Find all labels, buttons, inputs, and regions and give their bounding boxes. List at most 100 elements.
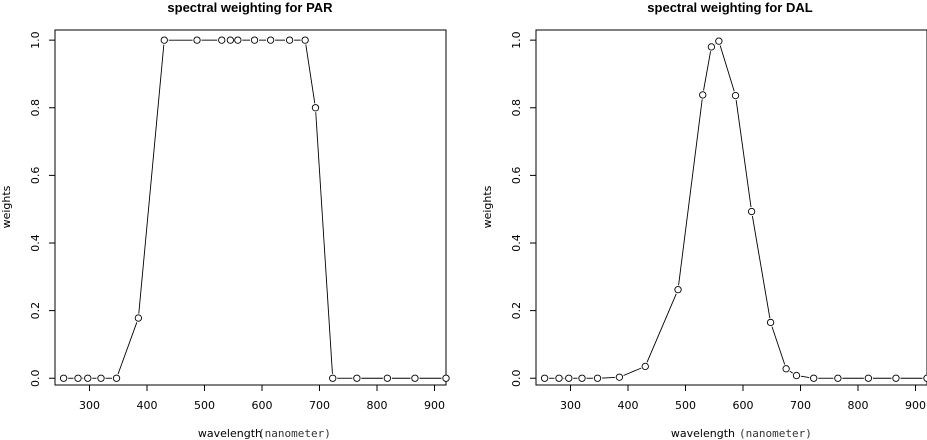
y-tick-label: 0.0 — [29, 369, 42, 387]
y-tick-label: 0.8 — [510, 99, 523, 117]
data-point — [218, 36, 226, 44]
y-tick-label: 0.8 — [29, 99, 42, 117]
x-tick-label: 900 — [424, 399, 445, 412]
x-axis: 300 400 500 600 700 800 900 — [560, 385, 926, 412]
data-point — [329, 374, 337, 382]
x-tick-label: 600 — [252, 399, 273, 412]
data-point — [578, 374, 586, 382]
data-point — [715, 37, 723, 45]
data-point — [226, 36, 235, 44]
x-tick-label: 800 — [848, 399, 869, 412]
data-point — [353, 374, 361, 382]
data-point — [160, 36, 168, 44]
data-point — [615, 373, 624, 381]
data-point — [97, 374, 105, 382]
data-point — [383, 374, 391, 382]
chart-title: spectral weighting for DAL — [647, 0, 812, 15]
data-point — [250, 36, 259, 44]
y-tick-label: 1.0 — [29, 31, 42, 49]
plot-frame — [54, 29, 447, 386]
data-point — [699, 91, 707, 99]
series-line-segment — [138, 44, 165, 314]
data-point — [810, 374, 818, 382]
chart-par: spectral weighting for PAR 300 400 500 600 7… — [0, 0, 450, 440]
x-tick-label: 800 — [367, 399, 388, 412]
data-point — [301, 36, 309, 44]
data-point — [193, 36, 201, 44]
data-point — [731, 91, 740, 100]
x-axis-unit: (nanometer) — [739, 427, 812, 440]
series-line-segment — [789, 370, 793, 374]
data-point — [84, 374, 92, 382]
data-point — [112, 374, 121, 382]
y-tick-label: 0.6 — [29, 167, 42, 185]
data-point — [411, 374, 419, 382]
data-point — [792, 371, 801, 380]
x-tick-label: 900 — [905, 399, 926, 412]
chart-title: spectral weighting for PAR — [167, 0, 333, 15]
data-point — [641, 362, 649, 371]
data-point — [74, 374, 82, 382]
data-point — [59, 374, 68, 382]
y-tick-label: 0.2 — [510, 302, 523, 320]
series-line-segment — [601, 376, 615, 379]
x-tick-label: 400 — [137, 399, 158, 412]
x-tick-label: 500 — [194, 399, 215, 412]
x-tick-label: 700 — [309, 399, 330, 412]
data-point — [442, 374, 450, 382]
series-group — [540, 37, 927, 382]
x-tick-label: 600 — [733, 399, 754, 412]
x-axis-unit: (nanometer) — [258, 427, 331, 440]
data-point — [766, 318, 775, 327]
x-axis-label: wavelength — [671, 427, 735, 440]
series-line-segment — [800, 375, 810, 378]
chart-dal: spectral weighting for DAL 300 400 500 600 7… — [481, 0, 927, 440]
data-point — [782, 365, 790, 373]
y-tick-label: 0.4 — [29, 234, 42, 252]
data-point — [707, 43, 716, 51]
series-line-segment — [751, 215, 771, 319]
data-point — [674, 286, 682, 294]
x-axis-label: wavelength — [198, 427, 262, 440]
x-axis: 300 400 500 600 700 800 900 — [79, 385, 445, 412]
series-line-segment — [646, 293, 677, 363]
y-tick-label: 0.6 — [510, 167, 523, 185]
y-axis-label: weights — [0, 185, 13, 228]
x-tick-label: 400 — [618, 399, 639, 412]
data-point — [555, 374, 563, 382]
series-group — [59, 36, 450, 382]
x-tick-label: 500 — [675, 399, 696, 412]
y-tick-label: 0.4 — [510, 234, 523, 252]
series-line-segment — [678, 99, 703, 286]
data-point — [311, 104, 320, 112]
data-point — [285, 36, 294, 44]
series-line-segment — [703, 51, 712, 91]
data-point — [134, 314, 143, 322]
data-point — [864, 374, 872, 382]
y-axis-label: weights — [481, 185, 494, 228]
y-tick-label: 0.0 — [510, 369, 523, 387]
series-line-segment — [623, 367, 642, 376]
data-point — [834, 374, 842, 382]
data-point — [266, 36, 275, 44]
data-point — [747, 207, 756, 216]
data-point — [892, 374, 900, 382]
series-line-segment — [305, 44, 316, 104]
y-axis: 0.0 0.2 0.4 0.6 0.8 1.0 — [29, 31, 55, 387]
data-point — [234, 36, 242, 44]
data-point — [540, 374, 549, 382]
data-point — [593, 374, 602, 382]
y-tick-label: 0.2 — [29, 302, 42, 320]
series-line-segment — [771, 326, 786, 365]
y-axis: 0.0 0.2 0.4 0.6 0.8 1.0 — [510, 31, 536, 387]
plot-frame — [535, 29, 927, 386]
y-tick-label: 1.0 — [510, 31, 523, 49]
series-line-segment — [735, 99, 752, 208]
x-tick-label: 300 — [79, 399, 100, 412]
series-line-segment — [315, 112, 333, 374]
x-tick-label: 300 — [560, 399, 581, 412]
x-tick-label: 700 — [790, 399, 811, 412]
series-line-segment — [117, 322, 138, 375]
series-line-segment — [719, 45, 735, 92]
